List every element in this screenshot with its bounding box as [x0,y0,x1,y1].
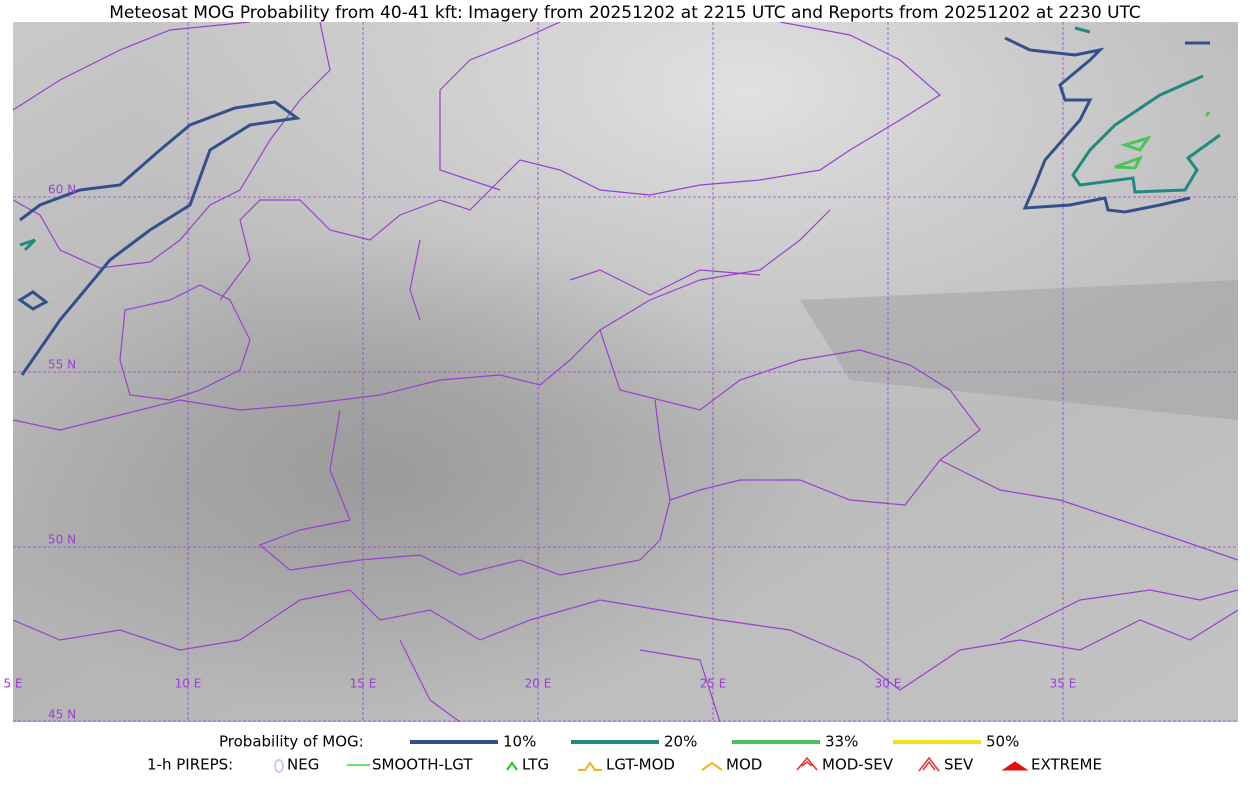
coastlines [13,22,1238,722]
pirep-legend-label: MOD [726,756,762,774]
pirep-legend-label: SEV [944,756,974,774]
pirep-legend-icon [578,761,602,771]
mog-contours [17,26,1221,376]
legend: Probability of MOG: 10% 20% 33% 50% 1-h PIREP… [147,733,1102,774]
mog-legend-label: 50% [986,733,1019,751]
pirep-legend-icon [506,761,518,771]
mog-legend-title: Probability of MOG: [219,733,364,751]
lon-label: 5 E [3,677,22,691]
pirep-legend-label: LGT-MOD [606,756,675,774]
lat-label: 50 N [48,533,76,547]
lon-label: 10 E [175,677,202,691]
pirep-legend-icon [274,759,284,773]
graticule-labels: 60 N 55 N 50 N 45 N 5 E 10 E 15 E 20 E 25 E 30 E 3… [3,183,1076,722]
lon-label: 15 E [350,677,377,691]
lon-label: 35 E [1050,677,1077,691]
mog-legend-label: 33% [825,733,858,751]
lon-label: 25 E [700,677,727,691]
pirep-legend-label: NEG [287,756,319,774]
lat-label: 60 N [48,183,76,197]
lat-label: 55 N [48,358,76,372]
mog-legend-label: 20% [664,733,697,751]
pirep-legend-label: SMOOTH-LGT [372,756,473,774]
pirep-legend-icon [701,761,723,771]
lat-label: 45 N [48,708,76,722]
map [13,22,1238,722]
pirep-legend-label: LTG [522,756,549,774]
pirep-legend-label: MOD-SEV [822,756,894,774]
pirep-legend-label: EXTREME [1031,756,1102,774]
lon-label: 20 E [525,677,552,691]
pirep-legend-icon [918,756,940,772]
title: Meteosat MOG Probability from 40-41 kft:… [109,3,1141,23]
mog-legend-label: 10% [503,733,536,751]
pirep-legend-icon [1001,761,1029,771]
pirep-legend-icon [796,756,818,771]
cloud-band [800,280,1238,420]
lon-label: 30 E [875,677,902,691]
pirep-legend-title: 1-h PIREPS: [147,756,233,774]
graticule [13,22,1238,722]
